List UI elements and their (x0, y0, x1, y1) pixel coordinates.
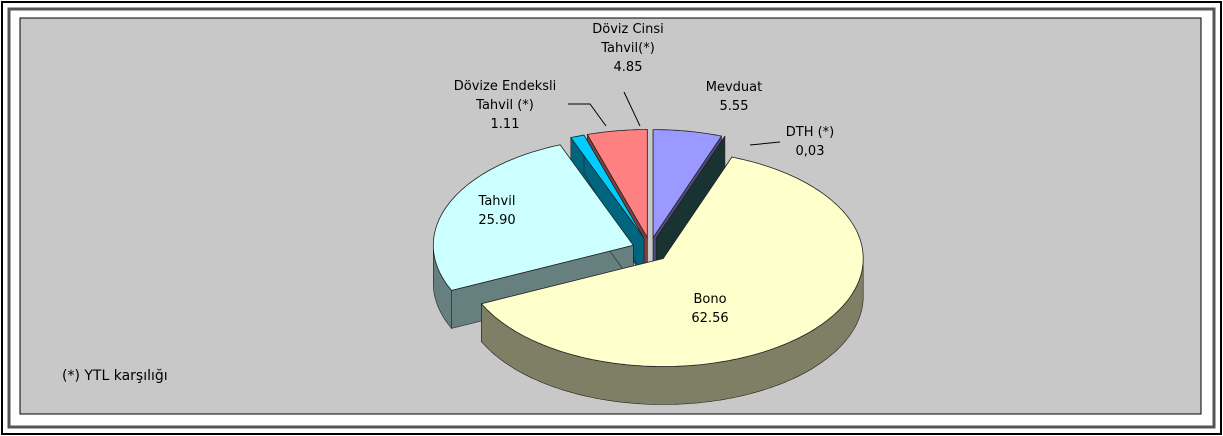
slice-label: DTH (*) (785, 125, 835, 140)
slice-label: Dövize Endeksli Tahvil (*) (453, 79, 557, 113)
slice-label: Tahvil (478, 194, 516, 209)
leader-lines (568, 91, 781, 146)
footnote: (*) YTL karşılığı (62, 368, 168, 384)
slice-label: Mevduat (705, 80, 763, 95)
value-label: 4.85 (613, 60, 643, 75)
value-label: 25.90 (478, 213, 516, 228)
pie-slice (570, 134, 645, 239)
slice-label: Bono (693, 292, 727, 307)
value-label: 5.55 (719, 99, 749, 114)
slice (480, 156, 864, 405)
slice-label: Döviz Cinsi Tahvil(*) (592, 22, 664, 56)
value-label: 62.56 (691, 311, 729, 326)
value-label: 0,03 (795, 144, 825, 159)
pie-slice (655, 136, 726, 239)
frame (7, 7, 1216, 429)
value-label: 1.11 (490, 117, 520, 132)
pie-slice (432, 144, 634, 291)
pie-slice (586, 129, 648, 239)
pie-slice (480, 156, 864, 367)
pie-slice (652, 129, 723, 239)
